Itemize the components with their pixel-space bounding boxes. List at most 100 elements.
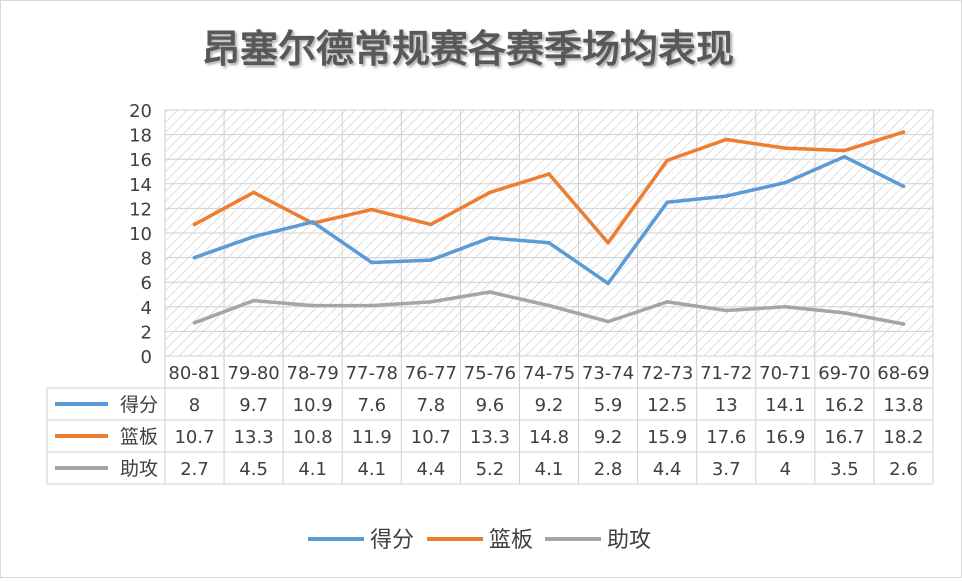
y-axis-ticks: 0 2 4 6 8 10 12 14 16 18 20 — [129, 101, 152, 368]
chart-title: 昂塞尔德常规赛各赛季场均表现 — [202, 27, 734, 71]
data-point — [901, 130, 906, 134]
data-point — [606, 241, 610, 245]
x-tick-label: 77-78 — [346, 363, 398, 384]
data-label: 10.7 — [174, 427, 214, 448]
y-tick-label: 0 — [141, 347, 152, 368]
data-label: 16.7 — [824, 427, 864, 448]
data-point — [488, 190, 492, 195]
x-tick-label: 80-81 — [168, 363, 220, 384]
data-label: 16.2 — [824, 395, 864, 416]
data-label: 9.7 — [239, 395, 268, 416]
data-point — [310, 220, 315, 224]
data-label: 11.9 — [352, 427, 392, 448]
x-tick-label: 70-71 — [759, 363, 811, 384]
data-label: 8 — [189, 395, 200, 416]
data-label: 3.7 — [712, 459, 741, 480]
data-point — [665, 158, 669, 163]
x-tick-label: 72-73 — [641, 363, 693, 384]
y-tick-label: 2 — [141, 322, 152, 343]
data-point — [429, 300, 433, 304]
data-point — [606, 319, 610, 324]
x-tick-label: 71-72 — [700, 363, 752, 384]
data-point — [724, 137, 729, 142]
data-point — [901, 322, 906, 326]
data-point — [547, 303, 551, 308]
data-label: 10.9 — [293, 395, 333, 416]
data-label: 5.9 — [594, 395, 623, 416]
data-label: 5.2 — [476, 459, 505, 480]
data-label: 12.5 — [647, 395, 687, 416]
data-label: 10.7 — [411, 427, 451, 448]
data-point — [783, 180, 788, 185]
data-label: 2.7 — [180, 459, 209, 480]
data-point — [724, 308, 729, 313]
series-lines — [192, 130, 906, 326]
legend-label: 得分 — [370, 528, 414, 553]
data-label: 9.2 — [594, 427, 623, 448]
data-label: 7.8 — [417, 395, 446, 416]
data-label: 9.2 — [535, 395, 564, 416]
data-point — [842, 154, 847, 159]
x-tick-label: 68-69 — [877, 363, 929, 384]
data-point — [842, 148, 847, 153]
data-point — [488, 236, 492, 240]
data-point — [192, 320, 197, 325]
data-label: 7.6 — [357, 395, 386, 416]
y-tick-label: 10 — [129, 224, 152, 245]
y-tick-label: 18 — [129, 126, 152, 147]
data-point — [783, 146, 788, 150]
y-tick-label: 14 — [129, 175, 152, 196]
data-point — [429, 222, 433, 227]
data-label: 13.8 — [883, 395, 923, 416]
x-tick-label: 78-79 — [287, 363, 339, 384]
data-label: 10.8 — [293, 427, 333, 448]
x-tick-label: 69-70 — [818, 363, 870, 384]
grid-lines — [164, 109, 934, 484]
data-point — [901, 184, 906, 189]
data-label: 3.5 — [830, 459, 859, 480]
y-tick-label: 6 — [141, 273, 152, 294]
y-tick-label: 4 — [141, 298, 152, 319]
legend-label: 篮板 — [489, 528, 533, 553]
table-series-name: 得分 — [120, 394, 158, 416]
data-point — [192, 222, 197, 227]
x-tick-label: 73-74 — [582, 363, 634, 384]
legend: 得分 篮板 助攻 — [308, 528, 651, 553]
data-point — [842, 311, 847, 315]
data-label: 14.8 — [529, 427, 569, 448]
x-tick-label: 75-76 — [464, 363, 516, 384]
data-label: 4.4 — [417, 459, 446, 480]
data-label: 16.9 — [765, 427, 805, 448]
data-point — [251, 190, 256, 195]
data-label: 4.4 — [653, 459, 682, 480]
data-label: 9.6 — [476, 395, 505, 416]
data-point — [192, 255, 197, 260]
y-tick-label: 8 — [141, 249, 152, 270]
data-point — [665, 300, 669, 304]
data-label: 2.8 — [594, 459, 623, 480]
y-tick-label: 20 — [129, 101, 152, 122]
data-label: 18.2 — [883, 427, 923, 448]
data-label: 15.9 — [647, 427, 687, 448]
data-point — [429, 258, 433, 262]
legend-label: 助攻 — [607, 528, 651, 553]
x-tick-label: 74-75 — [523, 363, 575, 384]
data-point — [251, 298, 256, 303]
table-series-name: 助攻 — [120, 458, 158, 480]
data-label: 13.3 — [470, 427, 510, 448]
data-point — [724, 194, 729, 198]
y-tick-label: 12 — [129, 199, 152, 220]
data-label: 4.5 — [239, 459, 268, 480]
data-point — [251, 234, 256, 239]
y-tick-label: 16 — [129, 150, 152, 171]
data-label: 4.1 — [298, 459, 327, 480]
data-label: 4 — [780, 459, 791, 480]
data-point — [547, 172, 551, 176]
data-table: 80-81 79-80 78-79 77-78 76-77 75-76 74-75 73-74… — [46, 355, 933, 485]
data-point — [488, 290, 492, 294]
data-point — [665, 200, 669, 205]
data-point — [369, 207, 374, 212]
data-point — [783, 305, 788, 309]
data-point — [369, 260, 374, 265]
